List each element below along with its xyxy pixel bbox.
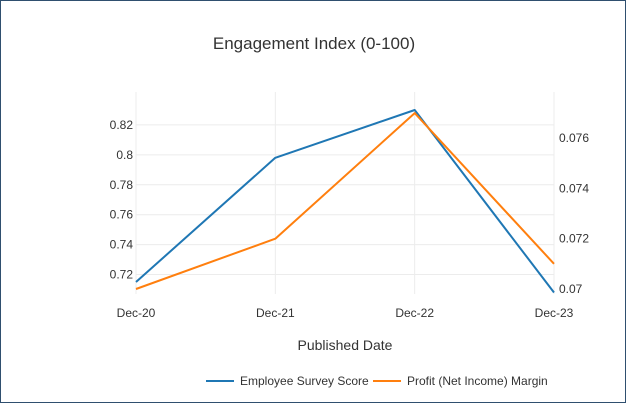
legend-label: Employee Survey Score — [240, 374, 369, 388]
left-y-tick-label: 0.72 — [110, 268, 134, 282]
chart-title: Engagement Index (0-100) — [213, 34, 415, 53]
legend: Employee Survey Score Profit (Net Income)… — [206, 374, 548, 388]
series-line-2 — [135, 112, 555, 290]
right-y-axis: 0.07 0.072 0.074 0.076 — [559, 131, 589, 296]
x-tick-label: Dec-22 — [395, 306, 434, 320]
left-y-tick-label: 0.8 — [116, 148, 133, 162]
x-tick-label: Dec-23 — [535, 306, 574, 320]
left-y-tick-label: 0.82 — [110, 118, 134, 132]
x-tick-label: Dec-21 — [256, 306, 295, 320]
x-axis: Dec-20 Dec-21 Dec-22 Dec-23 — [117, 306, 574, 320]
right-y-tick-label: 0.072 — [559, 232, 589, 246]
x-tick-label: Dec-20 — [117, 306, 156, 320]
right-y-tick-label: 0.076 — [559, 131, 589, 145]
right-y-tick-label: 0.07 — [559, 282, 583, 296]
x-axis-title: Published Date — [298, 337, 393, 353]
left-y-tick-label: 0.74 — [110, 238, 134, 252]
gridlines — [135, 92, 555, 294]
series-line-1 — [135, 109, 555, 294]
left-y-tick-label: 0.78 — [110, 178, 134, 192]
left-y-tick-label: 0.76 — [110, 208, 134, 222]
right-y-tick-label: 0.074 — [559, 181, 589, 195]
legend-label: Profit (Net Income) Margin — [407, 374, 548, 388]
left-y-axis: 0.72 0.74 0.76 0.78 0.8 0.82 — [110, 118, 134, 282]
series-lines — [135, 109, 555, 294]
